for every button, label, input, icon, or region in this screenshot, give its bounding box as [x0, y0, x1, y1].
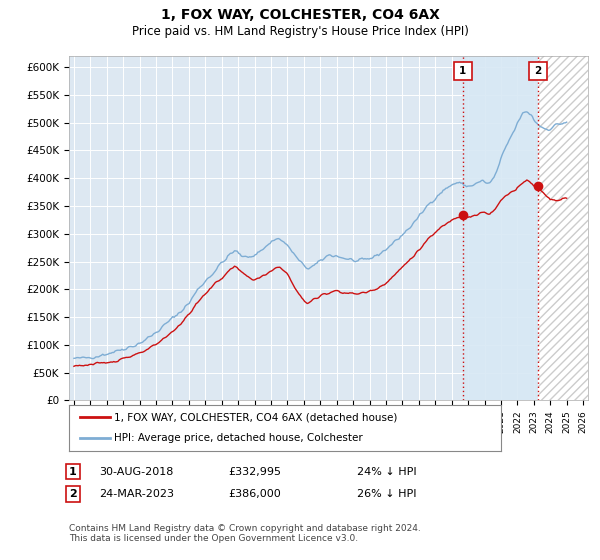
Text: 30-AUG-2018: 30-AUG-2018: [99, 466, 173, 477]
Bar: [463, 56, 538, 400]
Bar: [538, 56, 591, 400]
Text: £386,000: £386,000: [228, 489, 281, 499]
Text: 1, FOX WAY, COLCHESTER, CO4 6AX (detached house): 1, FOX WAY, COLCHESTER, CO4 6AX (detache…: [115, 412, 398, 422]
Text: 2: 2: [69, 489, 77, 499]
Text: 1, FOX WAY, COLCHESTER, CO4 6AX: 1, FOX WAY, COLCHESTER, CO4 6AX: [161, 8, 439, 22]
Text: £332,995: £332,995: [228, 466, 281, 477]
Text: Price paid vs. HM Land Registry's House Price Index (HPI): Price paid vs. HM Land Registry's House …: [131, 25, 469, 38]
Text: 24-MAR-2023: 24-MAR-2023: [99, 489, 174, 499]
Text: Contains HM Land Registry data © Crown copyright and database right 2024.
This d: Contains HM Land Registry data © Crown c…: [69, 524, 421, 543]
Text: 1: 1: [69, 466, 77, 477]
Text: 26% ↓ HPI: 26% ↓ HPI: [357, 489, 416, 499]
Text: 24% ↓ HPI: 24% ↓ HPI: [357, 466, 416, 477]
Text: 1: 1: [459, 67, 466, 77]
Text: HPI: Average price, detached house, Colchester: HPI: Average price, detached house, Colc…: [115, 433, 363, 444]
Text: 2: 2: [534, 67, 541, 77]
